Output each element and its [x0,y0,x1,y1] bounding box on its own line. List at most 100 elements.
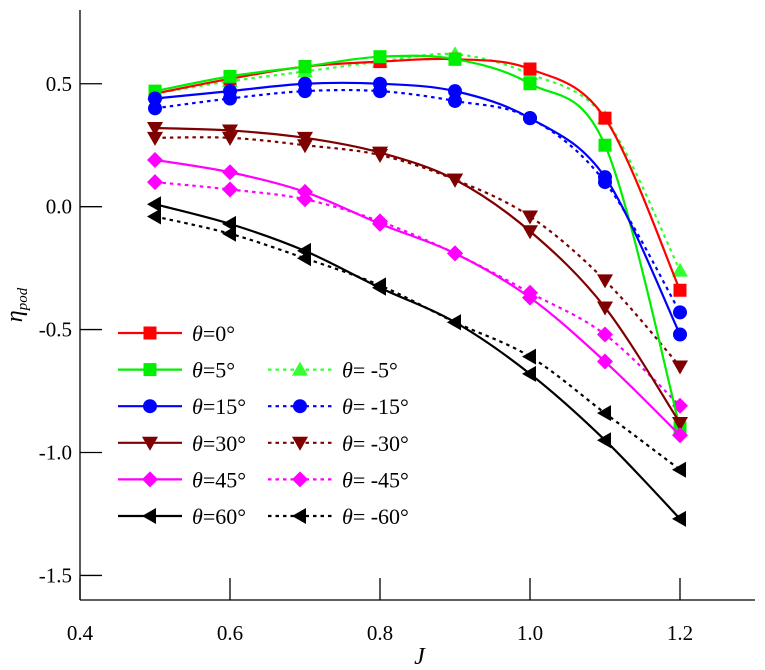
legend-marker [292,508,306,524]
data-point [598,170,612,185]
y-tick-label: -1.0 [39,441,72,465]
x-tick-label: 1.2 [667,621,693,645]
data-point [672,417,688,431]
legend-label: θ= -30° [342,431,409,456]
legend-label-value: =30° [203,431,246,456]
data-point [147,151,163,168]
data-point [672,461,686,478]
legend-entry-8: θ= -45° [268,467,409,492]
data-point [598,111,612,125]
data-point [522,365,536,382]
data-point [222,131,238,146]
legend-marker [142,508,156,524]
legend-label: θ=15° [192,394,246,419]
data-point [672,427,688,444]
legend-label-symbol: θ [342,504,353,529]
legend-entry-2: θ= -5° [268,358,398,383]
x-axis-label: J [414,644,426,670]
data-point [372,215,388,232]
legend-label: θ=5° [192,358,235,383]
legend-label-value: = -60° [353,504,409,529]
data-point [672,262,688,277]
legend-entry-0: θ=0° [118,321,235,346]
legend-label: θ= -45° [342,467,409,492]
legend-label: θ= -5° [342,358,398,383]
data-point [597,405,611,422]
legend-marker [292,361,308,376]
data-point [672,510,686,527]
legend-label-value: =60° [203,504,246,529]
data-point [373,76,387,91]
legend-marker [142,436,158,451]
data-point [147,174,163,191]
legend-label: θ=45° [192,467,246,492]
data-point [298,76,312,91]
legend-marker [292,471,308,488]
y-tick-label: -0.5 [39,318,72,342]
data-point [598,138,612,152]
legend-marker [143,399,157,414]
data-point [522,225,538,240]
data-point [222,215,236,232]
legend-entry-9: θ=60° [118,504,246,529]
legend-label-symbol: θ [192,504,203,529]
axes: 0.4 0.6 0.8 1.0 1.2 0.5 0.0 -0.5 -1.0 -1.5 [39,10,755,645]
data-point [447,314,461,331]
y-axis-label: ηpod [2,287,31,322]
legend-label-symbol: θ [192,394,203,419]
legend-entry-6: θ= -30° [268,431,409,456]
legend-marker [142,471,158,488]
series-7 [147,151,688,444]
series-3 [148,76,687,342]
data-point [597,274,613,289]
legend-label-symbol: θ [192,467,203,492]
data-point [298,60,312,74]
data-point [523,111,537,126]
legend-entry-3: θ=15° [118,394,246,419]
data-point [522,348,536,365]
data-point [523,77,537,91]
data-point [523,62,537,76]
legend-label-symbol: θ [192,431,203,456]
y-axis-label-main: η [2,310,28,322]
legend-entry-1: θ=5° [118,358,235,383]
legend: θ=0°θ=5° θ= -5°θ=15° θ= -15°θ=30° θ= -30°θ=… [118,321,409,529]
data-point [222,181,238,198]
data-point [148,101,162,116]
series-5 [147,122,688,431]
legend-entry-5: θ=30° [118,431,246,456]
data-point [147,122,163,136]
series-line [154,81,681,335]
legend-label: θ= -15° [342,394,409,419]
legend-entry-7: θ=45° [118,467,246,492]
data-point [147,196,161,213]
legend-label-symbol: θ [342,431,353,456]
data-point [447,245,463,262]
legend-label-value: = -30° [353,431,409,456]
legend-label-value: = -15° [353,394,409,419]
x-tick-label: 0.4 [67,621,94,645]
legend-label-symbol: θ [192,321,203,346]
legend-label: θ=0° [192,321,235,346]
data-point [447,173,463,188]
legend-label-symbol: θ [342,467,353,492]
y-axis-label-subscript: pod [15,287,31,311]
legend-label-value: =5° [203,358,235,383]
data-point [597,432,611,449]
legend-label: θ=30° [192,431,246,456]
legend-label-symbol: θ [192,358,203,383]
data-point [673,283,687,297]
legend-marker [143,363,157,377]
data-point [673,327,687,342]
y-tick-label: 0.0 [46,195,72,219]
y-tick-label: -1.5 [39,563,72,587]
data-point [597,301,613,316]
data-point [597,353,613,370]
legend-label: θ= -60° [342,504,409,529]
legend-label-symbol: θ [342,358,353,383]
legend-label-value: =0° [203,321,235,346]
data-point [147,208,161,225]
data-point [448,93,462,108]
series-line [154,57,682,291]
